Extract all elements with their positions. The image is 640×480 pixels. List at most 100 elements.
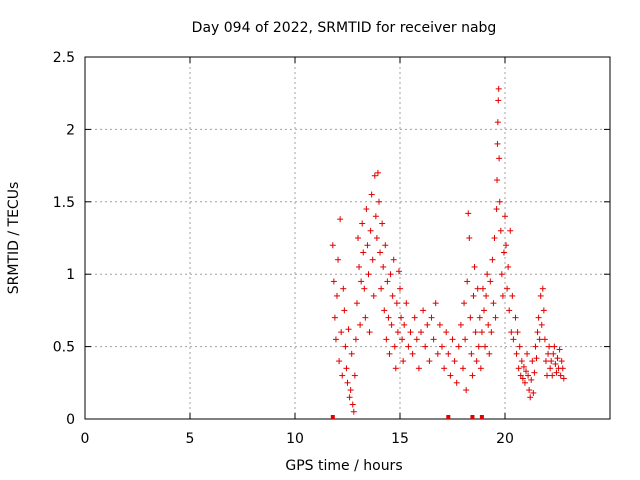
data-point: [554, 355, 561, 362]
data-point: [428, 314, 435, 321]
data-point: [494, 119, 501, 126]
data-point: [338, 329, 345, 336]
data-point: [403, 300, 410, 307]
data-point: [481, 307, 487, 314]
y-axis-label: SRMTID / TECUs: [6, 182, 22, 295]
data-point: [473, 358, 480, 365]
data-point: [399, 336, 406, 343]
data-point: [536, 336, 543, 343]
data-point: [514, 329, 521, 336]
data-point: [534, 329, 541, 336]
data-point: [502, 213, 508, 220]
data-point: [461, 300, 468, 307]
data-point: [409, 350, 416, 357]
data-point: [389, 292, 396, 299]
data-point: [490, 300, 497, 307]
data-point: [345, 326, 352, 333]
data-point: [376, 198, 382, 205]
data-point: [475, 343, 482, 350]
data-point: [343, 365, 350, 372]
data-point: [378, 285, 385, 292]
data-point: [336, 358, 343, 365]
data-point: [386, 350, 393, 357]
data-point: [489, 256, 496, 263]
chart-title: Day 094 of 2022, SRMTID for receiver nab…: [192, 20, 497, 36]
data-point: [529, 358, 536, 365]
data-point: [538, 321, 545, 328]
x-tick-label: 5: [186, 431, 195, 447]
data-point: [407, 329, 414, 336]
data-point: [559, 365, 566, 372]
data-point: [424, 321, 431, 328]
data-point: [341, 307, 348, 314]
data-point: [352, 336, 359, 343]
data-point: [383, 336, 390, 343]
data-point: [420, 307, 427, 314]
data-point: [462, 336, 469, 343]
data-point: [344, 379, 351, 386]
data-point: [498, 271, 505, 278]
data-point: [377, 249, 384, 256]
data-point: [391, 343, 398, 350]
data-point: [366, 329, 373, 336]
data-point: [330, 278, 337, 285]
data-point: [385, 314, 392, 321]
data-point: [460, 365, 466, 372]
data-point: [487, 278, 494, 285]
data-point: [364, 242, 371, 249]
data-point: [449, 336, 456, 343]
data-point: [542, 358, 549, 365]
data-point: [535, 314, 542, 321]
data-point: [509, 292, 516, 299]
data-point: [495, 97, 502, 104]
data-point: [418, 329, 424, 336]
data-point: [443, 329, 450, 336]
data-point: [342, 343, 349, 350]
data-point: [411, 314, 418, 321]
data-point: [547, 365, 554, 372]
data-point: [358, 278, 365, 285]
data-point: [337, 216, 344, 223]
data-point: [405, 343, 412, 350]
x-tick-label: 10: [286, 431, 304, 447]
data-point: [359, 220, 366, 227]
data-point: [329, 242, 336, 249]
data-point: [357, 321, 364, 328]
data-point: [495, 85, 502, 92]
data-point: [528, 376, 535, 383]
data-point: [492, 314, 499, 321]
data-point: [451, 358, 458, 365]
data-point: [516, 343, 523, 350]
data-point: [552, 360, 559, 367]
data-point: [346, 394, 353, 401]
data-point: [482, 343, 489, 350]
data-point: [335, 256, 342, 263]
data-point: [541, 336, 548, 343]
data-points: [329, 85, 567, 419]
data-point: [464, 278, 471, 285]
data-point: [479, 285, 486, 292]
axis-ticks: 0 5 10 15 20 0 0.5 1 1.5 2 2.5: [53, 50, 610, 447]
data-point: [549, 372, 556, 379]
data-point: [518, 358, 525, 365]
data-point: [503, 242, 510, 249]
data-point: [368, 191, 375, 198]
data-point: [367, 227, 374, 234]
y-tick-label: 2.5: [53, 50, 75, 66]
data-point: [504, 285, 511, 292]
data-point: [496, 155, 503, 162]
data-point: [334, 292, 340, 299]
data-point: [415, 365, 422, 372]
data-point: [537, 292, 544, 299]
data-point: [471, 263, 478, 270]
data-point: [507, 227, 514, 234]
data-point: [557, 372, 564, 379]
data-point: [526, 387, 533, 394]
data-point: [491, 235, 498, 241]
plot-frame: [84, 56, 611, 420]
x-axis-label: GPS time / hours: [285, 458, 402, 474]
data-point: [439, 343, 445, 350]
data-point: [496, 198, 503, 205]
data-point: [400, 358, 407, 365]
